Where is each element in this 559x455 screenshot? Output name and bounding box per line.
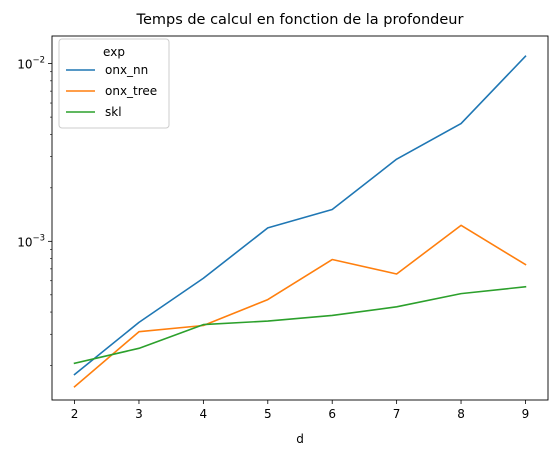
legend-label-onx-tree: onx_tree [105, 84, 157, 98]
axes-frame [51, 35, 549, 401]
y-axis-ticks: 10−3 10−2 [17, 56, 52, 366]
legend-title: exp [103, 45, 125, 59]
x-tick-label: 8 [457, 407, 465, 421]
x-tick-label: 4 [200, 407, 208, 421]
x-tick-label: 3 [135, 407, 143, 421]
series-line-skl [73, 285, 527, 365]
x-tick-label: 6 [328, 407, 336, 421]
x-tick-label: 5 [264, 407, 272, 421]
legend-box [58, 38, 170, 129]
legend-label-onx-nn: onx_nn [105, 63, 148, 77]
series-line-onx-tree [73, 224, 527, 388]
x-tick-label: 7 [393, 407, 401, 421]
x-tick-label: 9 [522, 407, 530, 421]
series-lines [73, 55, 527, 388]
chart-title: Temps de calcul en fonction de la profon… [136, 12, 464, 28]
y-tick-label: 10−3 [17, 233, 45, 249]
x-axis-ticks: 2 3 4 5 6 7 8 9 [71, 400, 530, 421]
series-line-onx-nn [73, 55, 527, 376]
x-axis-label: d [296, 432, 304, 446]
legend-label-skl: skl [105, 105, 122, 119]
x-tick-label: 2 [71, 407, 79, 421]
axes [51, 35, 549, 401]
y-tick-label: 10−2 [17, 56, 45, 72]
